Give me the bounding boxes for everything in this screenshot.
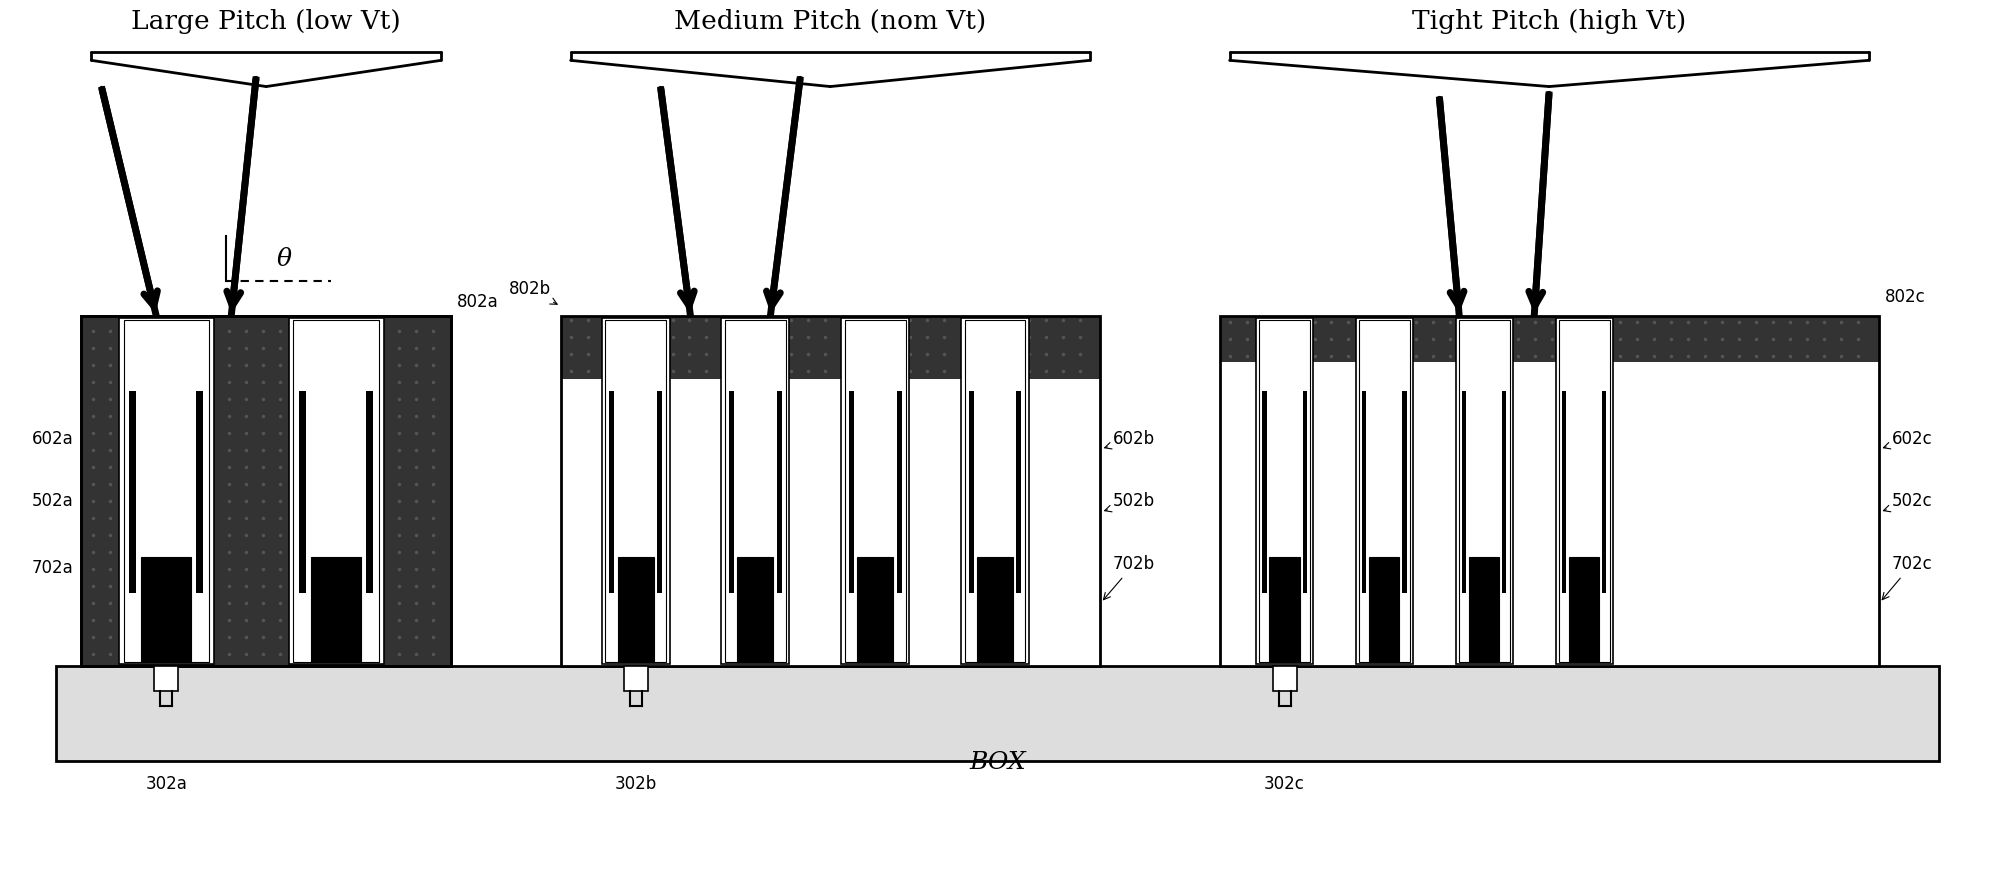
- Text: θ: θ: [277, 248, 291, 271]
- Bar: [1403, 391, 1407, 594]
- Bar: [82, 316, 452, 665]
- Bar: [845, 320, 905, 662]
- Bar: [289, 318, 383, 664]
- Bar: [1220, 316, 1879, 361]
- Text: Tight Pitch (high Vt): Tight Pitch (high Vt): [1413, 9, 1686, 35]
- Text: 802a: 802a: [458, 293, 498, 311]
- Bar: [1363, 391, 1367, 594]
- Bar: [608, 391, 614, 594]
- Bar: [897, 391, 901, 594]
- Bar: [618, 556, 654, 662]
- Bar: [624, 665, 648, 690]
- Text: 302a: 302a: [145, 775, 187, 794]
- Text: 602a: 602a: [32, 430, 74, 447]
- Bar: [1359, 320, 1411, 662]
- Text: 802c: 802c: [1885, 288, 1925, 307]
- Bar: [1461, 391, 1467, 594]
- Text: 502b: 502b: [1104, 493, 1154, 512]
- Bar: [977, 556, 1014, 662]
- Bar: [118, 318, 215, 664]
- Bar: [1270, 556, 1301, 662]
- Text: 602c: 602c: [1883, 430, 1933, 449]
- Bar: [1258, 320, 1311, 662]
- Bar: [560, 379, 1100, 665]
- Bar: [1016, 391, 1022, 594]
- Bar: [365, 391, 373, 594]
- Bar: [737, 556, 773, 662]
- Text: Medium Pitch (nom Vt): Medium Pitch (nom Vt): [674, 9, 985, 35]
- Bar: [1369, 556, 1399, 662]
- Bar: [849, 391, 853, 594]
- Bar: [124, 320, 209, 662]
- Bar: [1272, 665, 1297, 690]
- Bar: [82, 316, 452, 665]
- Bar: [299, 391, 305, 594]
- Text: 702b: 702b: [1104, 556, 1154, 600]
- Bar: [293, 320, 379, 662]
- Bar: [56, 665, 1939, 760]
- Bar: [965, 320, 1026, 662]
- Bar: [1469, 556, 1499, 662]
- Bar: [721, 318, 789, 664]
- Bar: [602, 318, 670, 664]
- Bar: [197, 391, 203, 594]
- Bar: [1262, 391, 1266, 594]
- Bar: [857, 556, 893, 662]
- Text: 802b: 802b: [508, 280, 558, 304]
- Bar: [1256, 318, 1313, 664]
- Bar: [961, 318, 1030, 664]
- Text: 502a: 502a: [32, 493, 74, 510]
- Bar: [656, 391, 662, 594]
- Bar: [1220, 316, 1879, 665]
- Bar: [1559, 320, 1610, 662]
- Text: 602b: 602b: [1104, 430, 1154, 449]
- Bar: [1569, 556, 1600, 662]
- Bar: [606, 320, 666, 662]
- Bar: [841, 318, 909, 664]
- Bar: [311, 556, 361, 662]
- Text: 302c: 302c: [1264, 775, 1305, 794]
- Bar: [1561, 391, 1565, 594]
- Text: Large Pitch (low Vt): Large Pitch (low Vt): [130, 9, 401, 35]
- Bar: [1503, 391, 1507, 594]
- Bar: [560, 316, 1100, 665]
- Bar: [140, 556, 191, 662]
- Text: 302b: 302b: [614, 775, 656, 794]
- Bar: [725, 320, 787, 662]
- Text: 702c: 702c: [1883, 556, 1933, 600]
- Bar: [1455, 318, 1513, 664]
- Bar: [1220, 361, 1879, 665]
- Bar: [1555, 318, 1612, 664]
- Bar: [560, 316, 1100, 379]
- Bar: [128, 391, 136, 594]
- Text: 702a: 702a: [32, 559, 74, 577]
- Text: BOX: BOX: [969, 751, 1026, 774]
- Bar: [1357, 318, 1413, 664]
- Bar: [777, 391, 783, 594]
- Bar: [1303, 391, 1307, 594]
- Bar: [729, 391, 735, 594]
- Bar: [969, 391, 973, 594]
- Bar: [1602, 391, 1606, 594]
- Bar: [1459, 320, 1509, 662]
- Text: 502c: 502c: [1883, 493, 1933, 512]
- Bar: [155, 665, 179, 690]
